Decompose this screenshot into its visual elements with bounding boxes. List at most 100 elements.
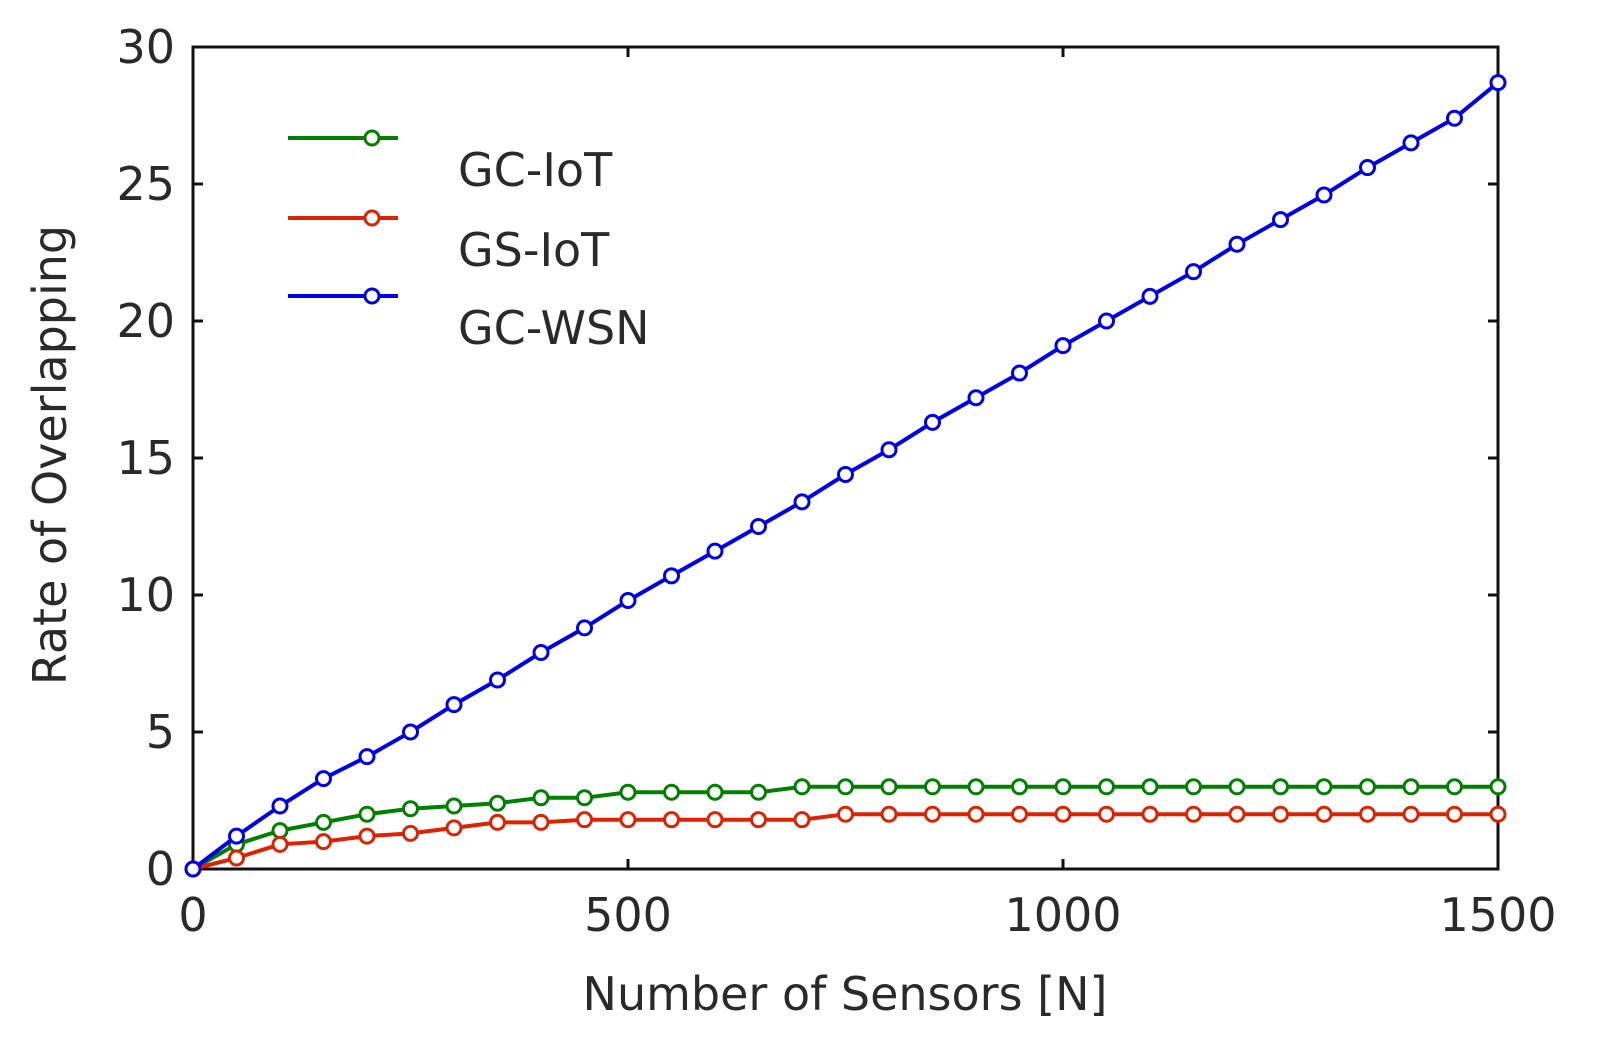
data-point: [445, 797, 463, 815]
data-point: [315, 813, 332, 831]
data-point: [880, 441, 898, 459]
data-point: [1054, 337, 1072, 355]
data-point: [924, 778, 941, 796]
data-point: [1446, 778, 1463, 796]
data-point: [967, 805, 985, 823]
x-tick-label: 500: [584, 888, 672, 942]
data-point: [1098, 778, 1115, 796]
legend-item: GC-WSN: [288, 287, 650, 355]
data-point: [967, 778, 985, 796]
data-point: [1489, 74, 1507, 92]
legend-item: GS-IoT: [288, 209, 610, 277]
data-point: [1098, 805, 1115, 823]
data-point: [228, 849, 245, 867]
y-tick-label: 30: [116, 20, 175, 74]
series-gc-iot: [184, 778, 1507, 878]
y-tick-label: 0: [146, 842, 175, 896]
data-point: [1011, 778, 1028, 796]
data-point: [1359, 805, 1376, 823]
data-point: [1359, 778, 1376, 796]
data-point: [1359, 159, 1376, 177]
data-point: [576, 619, 593, 637]
data-point: [489, 813, 506, 831]
data-point: [880, 778, 898, 796]
y-tick-label: 5: [146, 705, 175, 759]
data-point: [532, 813, 550, 831]
data-point: [271, 822, 289, 840]
data-point: [619, 811, 637, 829]
series-gs-iot: [184, 805, 1507, 878]
data-point: [1315, 186, 1333, 204]
y-axis-label: Rate of Overlapping: [23, 225, 77, 685]
data-point: [619, 783, 637, 801]
data-point: [750, 811, 767, 829]
data-point: [1446, 805, 1463, 823]
data-point: [924, 413, 941, 431]
data-point: [1228, 778, 1246, 796]
data-point: [184, 860, 202, 878]
series-gc-wsn: [184, 74, 1507, 878]
data-point: [1402, 805, 1420, 823]
data-point: [1272, 805, 1289, 823]
data-point: [1446, 109, 1463, 127]
data-point: [1315, 778, 1333, 796]
legend-swatch-marker: [363, 129, 381, 147]
data-point: [315, 770, 332, 788]
data-point: [880, 805, 898, 823]
data-point: [837, 805, 854, 823]
data-point: [1011, 364, 1028, 382]
x-axis-label: Number of Sensors [N]: [583, 967, 1108, 1021]
data-point: [576, 789, 593, 807]
data-point: [793, 778, 811, 796]
data-point: [315, 833, 332, 851]
data-point: [532, 789, 550, 807]
data-point: [1054, 805, 1072, 823]
data-point: [358, 805, 376, 823]
data-point: [402, 723, 419, 741]
data-point: [489, 671, 506, 689]
data-point: [1054, 778, 1072, 796]
legend-label: GC-IoT: [458, 143, 613, 197]
data-point: [1272, 778, 1289, 796]
legend: GC-IoT GS-IoT GC-WSN: [288, 129, 650, 355]
data-point: [924, 805, 941, 823]
data-point: [1185, 778, 1202, 796]
data-point: [489, 794, 506, 812]
data-point: [1315, 805, 1333, 823]
data-point: [1011, 805, 1028, 823]
legend-swatch-marker: [363, 209, 381, 227]
data-point: [1098, 312, 1115, 330]
data-point: [967, 389, 985, 407]
data-point: [663, 567, 680, 585]
data-point: [706, 542, 724, 560]
data-point: [619, 591, 637, 609]
data-point: [837, 465, 854, 483]
legend-item: GC-IoT: [288, 129, 613, 197]
y-tick-label: 25: [116, 157, 175, 211]
data-point: [402, 824, 419, 842]
legend-label: GC-WSN: [458, 301, 650, 355]
data-point: [1141, 287, 1159, 305]
data-point: [663, 783, 680, 801]
data-point: [402, 800, 419, 818]
data-point: [663, 811, 680, 829]
data-point: [1272, 211, 1289, 229]
data-point: [271, 835, 289, 853]
x-tick-label: 1000: [1004, 888, 1121, 942]
data-point: [750, 518, 767, 535]
data-point: [1402, 778, 1420, 796]
data-point: [1228, 805, 1246, 823]
data-point: [706, 811, 724, 829]
data-point: [1141, 805, 1159, 823]
legend-swatch-marker: [363, 287, 381, 305]
data-point: [1228, 235, 1246, 253]
data-point: [1489, 778, 1507, 796]
data-point: [1185, 805, 1202, 823]
data-point: [793, 811, 811, 829]
data-point: [706, 783, 724, 801]
y-tick-label: 20: [116, 294, 175, 348]
y-tick-label: 10: [116, 568, 175, 622]
legend-label: GS-IoT: [458, 223, 610, 277]
data-point: [445, 819, 463, 837]
